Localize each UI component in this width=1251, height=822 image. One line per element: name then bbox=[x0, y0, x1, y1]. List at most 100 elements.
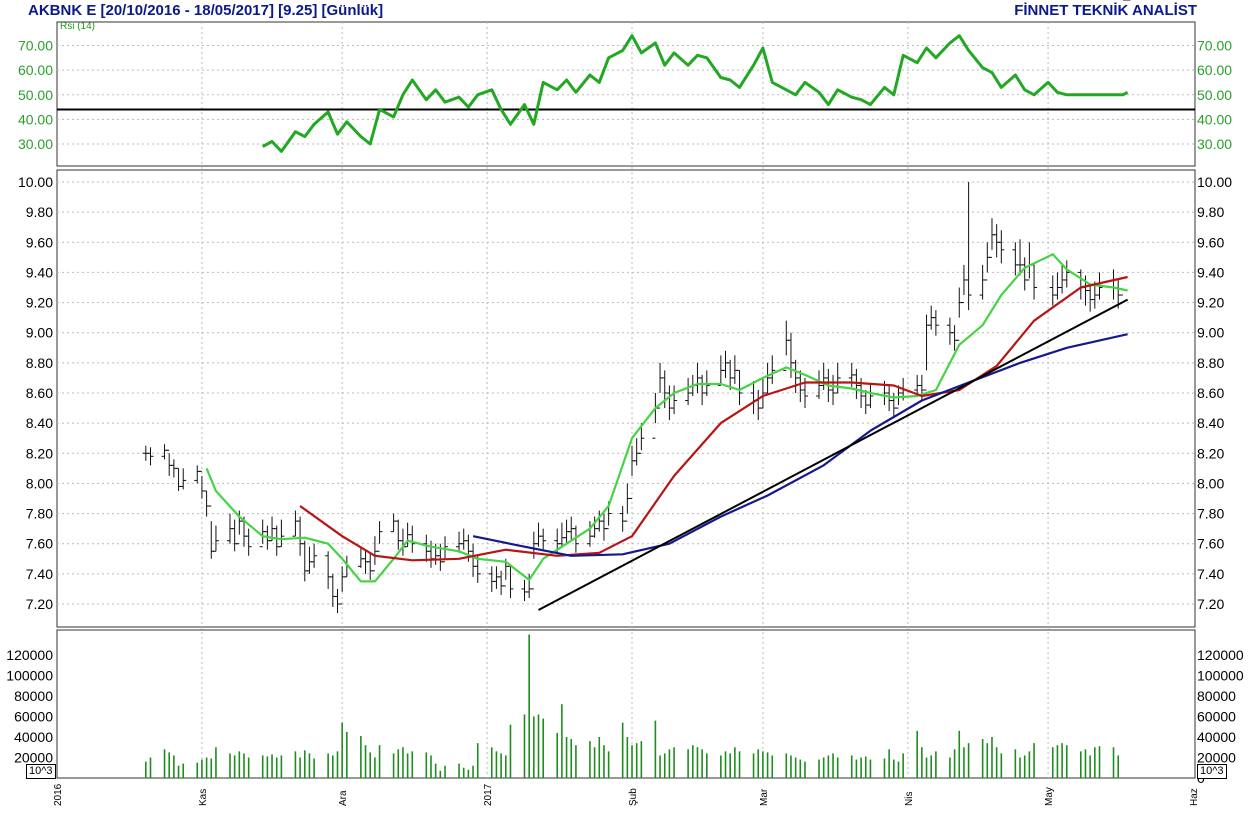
price-bar bbox=[245, 528, 252, 556]
rsi-panel bbox=[57, 34, 1195, 153]
price-tick-left: 7.20 bbox=[26, 596, 53, 612]
x-tick-label: Mar bbox=[759, 788, 770, 806]
ma-mid-line bbox=[299, 275, 1128, 562]
price-bar bbox=[834, 362, 841, 394]
price-tick-right: 8.80 bbox=[1197, 355, 1224, 371]
rsi-tick-right: 30.00 bbox=[1197, 136, 1232, 152]
axis-labels: 2016 Kas Ara 2017 Şub Mar Nis May Haz 70.00 70.00 6… bbox=[6, 38, 1244, 807]
price-bar bbox=[736, 369, 743, 406]
price-bar bbox=[965, 182, 972, 311]
volume-tick-right: 20000 bbox=[1197, 750, 1236, 766]
price-bar bbox=[180, 468, 187, 490]
volume-tick-left: 20000 bbox=[14, 750, 53, 766]
price-tick-right: 10.00 bbox=[1197, 174, 1232, 190]
price-tick-left: 9.20 bbox=[26, 295, 53, 311]
price-tick-right: 9.60 bbox=[1197, 234, 1224, 250]
volume-tick-right: 80000 bbox=[1197, 688, 1236, 704]
rsi-tick-left: 40.00 bbox=[18, 111, 53, 127]
volume-frame bbox=[56, 629, 1196, 779]
price-bar bbox=[212, 525, 219, 552]
price-bar bbox=[998, 230, 1005, 264]
volume-unit-left: 10^3 bbox=[26, 764, 56, 779]
price-bar bbox=[278, 519, 285, 548]
volume-tick-left: 40000 bbox=[14, 729, 53, 745]
x-tick-label: May bbox=[1044, 787, 1055, 806]
price-tick-right: 9.20 bbox=[1197, 295, 1224, 311]
price-bar bbox=[932, 310, 939, 336]
price-tick-left: 7.80 bbox=[26, 506, 53, 522]
price-bar bbox=[1119, 0, 1126, 296]
price-tick-right: 9.80 bbox=[1197, 204, 1224, 220]
price-bar bbox=[311, 543, 318, 568]
rsi-tick-right: 60.00 bbox=[1197, 62, 1232, 78]
rsi-tick-left: 50.00 bbox=[18, 87, 53, 103]
rsi-series-label: Rsi (14) bbox=[60, 21, 96, 32]
price-tick-right: 9.00 bbox=[1197, 325, 1224, 341]
price-tick-right: 9.40 bbox=[1197, 264, 1224, 280]
price-tick-left: 8.80 bbox=[26, 355, 53, 371]
price-tick-left: 8.20 bbox=[26, 445, 53, 461]
volume-tick-left: 120000 bbox=[6, 647, 53, 663]
brand-name: FİNNET TEKNİK ANALİST bbox=[1014, 2, 1197, 19]
price-bar bbox=[867, 383, 874, 409]
price-tick-left: 9.00 bbox=[26, 325, 53, 341]
rsi-tick-left: 60.00 bbox=[18, 62, 53, 78]
volume-unit-right: 10^3 bbox=[1197, 764, 1227, 779]
chart-title: AKBNK E [20/10/2016 - 18/05/2017] [9.25]… bbox=[28, 2, 384, 19]
trendline-line bbox=[538, 298, 1129, 611]
price-bar bbox=[376, 521, 383, 552]
price-tick-right: 7.60 bbox=[1197, 536, 1224, 552]
rsi-tick-right: 40.00 bbox=[1197, 111, 1232, 127]
price-bar bbox=[1063, 260, 1070, 288]
grid-lines bbox=[57, 22, 1195, 778]
price-tick-left: 10.00 bbox=[18, 174, 53, 190]
price-tick-right: 7.40 bbox=[1197, 566, 1224, 582]
volume-tick-left: 80000 bbox=[14, 688, 53, 704]
price-tick-left: 9.80 bbox=[26, 204, 53, 220]
price-tick-right: 8.60 bbox=[1197, 385, 1224, 401]
price-tick-right: 7.80 bbox=[1197, 506, 1224, 522]
rsi-tick-left: 70.00 bbox=[18, 38, 53, 54]
volume-tick-right: 120000 bbox=[1197, 647, 1244, 663]
price-tick-right: 7.20 bbox=[1197, 596, 1224, 612]
x-tick-label: 2017 bbox=[483, 783, 494, 806]
price-tick-left: 7.60 bbox=[26, 536, 53, 552]
price-tick-left: 8.40 bbox=[26, 415, 53, 431]
volume-tick-left: 60000 bbox=[14, 709, 53, 725]
price-bar bbox=[572, 525, 579, 553]
price-bar bbox=[442, 536, 449, 563]
price-bar bbox=[474, 555, 481, 583]
price-bar bbox=[540, 528, 547, 550]
volume-tick-right: 100000 bbox=[1197, 668, 1244, 684]
volume-tick-left: 100000 bbox=[6, 668, 53, 684]
panel-frames bbox=[56, 21, 1196, 779]
price-tick-right: 8.40 bbox=[1197, 415, 1224, 431]
price-frame bbox=[56, 169, 1196, 628]
price-tick-left: 8.00 bbox=[26, 475, 53, 491]
volume-tick-right: 40000 bbox=[1197, 729, 1236, 745]
volume-tick-right: 60000 bbox=[1197, 709, 1236, 725]
x-tick-label: Kas bbox=[198, 789, 209, 806]
x-tick-label: 2016 bbox=[53, 783, 64, 806]
price-panel bbox=[142, 0, 1131, 614]
price-tick-left: 8.60 bbox=[26, 385, 53, 401]
price-tick-right: 8.00 bbox=[1197, 475, 1224, 491]
price-bar bbox=[769, 355, 776, 384]
rsi-tick-right: 70.00 bbox=[1197, 38, 1232, 54]
x-tick-label: Şub bbox=[628, 788, 639, 806]
x-tick-label: Ara bbox=[338, 790, 349, 806]
volume-panel bbox=[145, 634, 1120, 778]
price-tick-left: 9.60 bbox=[26, 234, 53, 250]
price-tick-left: 7.40 bbox=[26, 566, 53, 582]
x-tick-label: Haz bbox=[1189, 788, 1200, 806]
rsi-line bbox=[261, 34, 1129, 153]
price-tick-left: 9.40 bbox=[26, 264, 53, 280]
price-bar bbox=[409, 525, 416, 553]
rsi-tick-left: 30.00 bbox=[18, 136, 53, 152]
price-bar bbox=[671, 385, 678, 415]
price-bar bbox=[147, 447, 154, 466]
x-tick-label: Nis bbox=[904, 792, 915, 806]
rsi-tick-right: 50.00 bbox=[1197, 87, 1232, 103]
ma-short-line bbox=[205, 253, 1128, 583]
